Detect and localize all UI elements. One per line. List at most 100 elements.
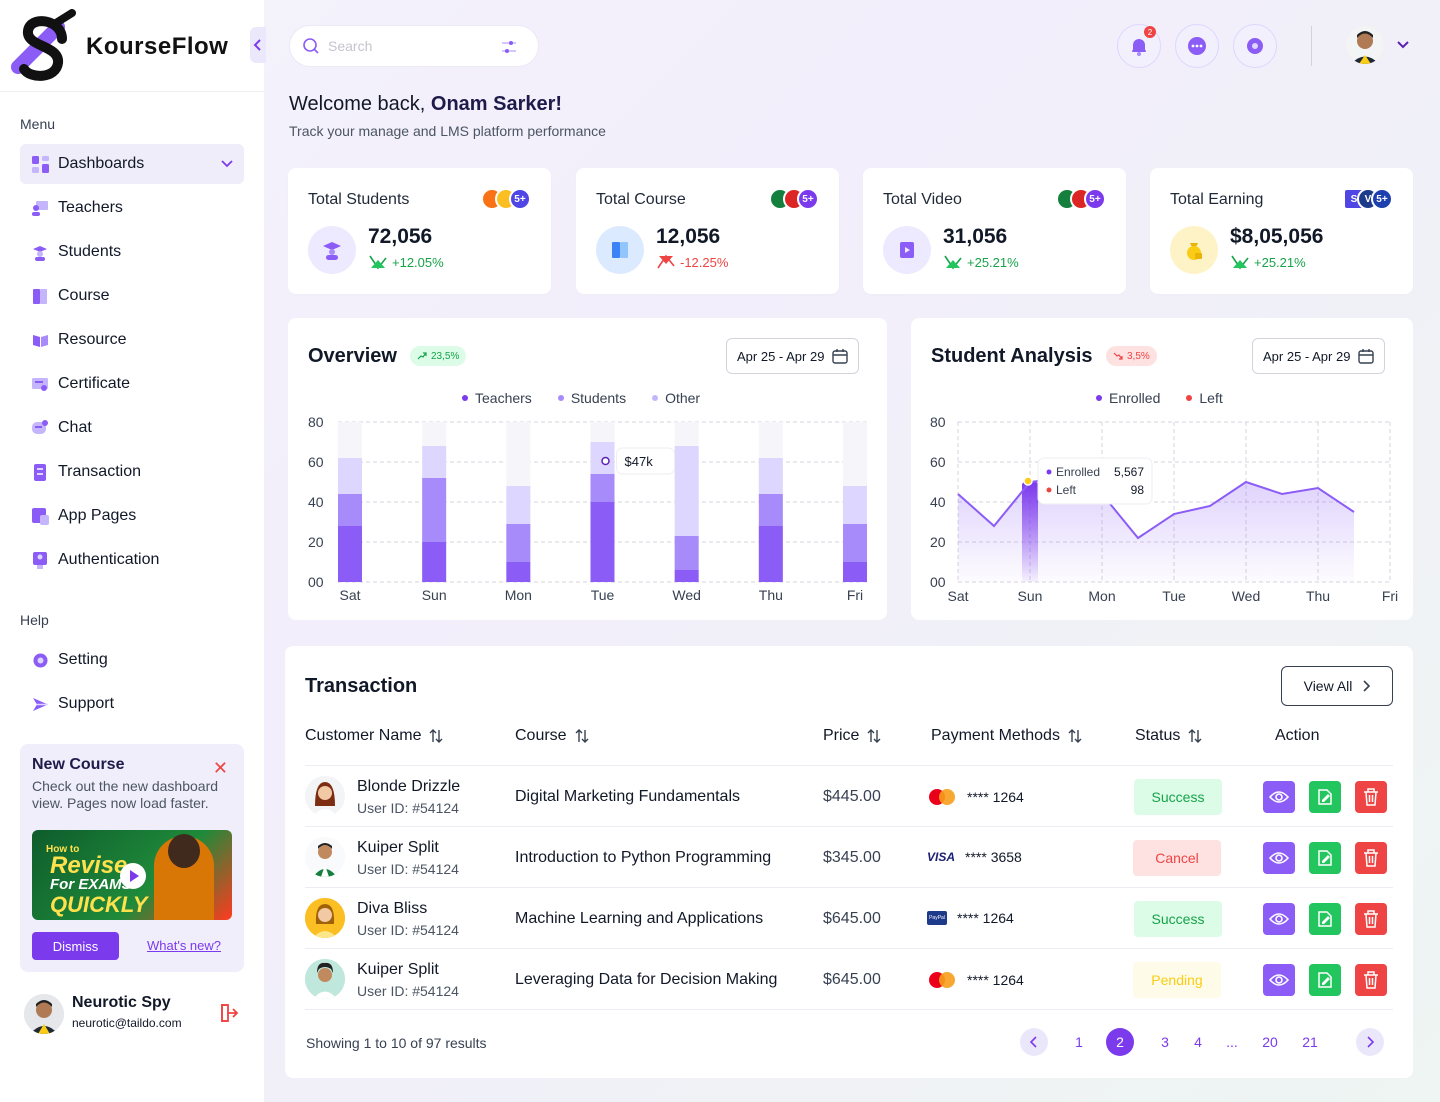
card-number: **** 1264 xyxy=(967,789,1024,805)
search-bar[interactable] xyxy=(289,25,539,67)
edit-button[interactable] xyxy=(1309,781,1341,813)
stat-title: Total Video xyxy=(883,191,962,208)
view-button[interactable] xyxy=(1263,781,1295,813)
delete-button[interactable] xyxy=(1355,842,1387,874)
column-header-price[interactable]: Price xyxy=(823,727,881,745)
delete-button[interactable] xyxy=(1355,781,1387,813)
sidebar-item-students[interactable]: Students xyxy=(20,232,244,272)
welcome-subtitle: Track your manage and LMS platform perfo… xyxy=(289,123,606,139)
gear-icon xyxy=(32,652,49,669)
student-analysis-date-picker[interactable]: Apr 25 - Apr 29 xyxy=(1252,338,1386,374)
edit-button[interactable] xyxy=(1309,842,1341,874)
edit-button[interactable] xyxy=(1309,964,1341,996)
column-header-status[interactable]: Status xyxy=(1135,727,1202,745)
bar-segment-teachers xyxy=(338,526,362,582)
bar-segment-students xyxy=(674,536,699,570)
close-icon[interactable]: ✕ xyxy=(212,758,228,778)
overview-date-picker[interactable]: Apr 25 - Apr 29 xyxy=(726,338,860,374)
overview-legend: Teachers Students Other xyxy=(462,390,700,406)
y-tick-label: 40 xyxy=(930,494,946,510)
current-user[interactable]: Neurotic Spy neurotic@taildo.com xyxy=(24,992,244,1036)
sidebar-item-app-pages[interactable]: App Pages xyxy=(20,496,244,536)
column-header-payment[interactable]: Payment Methods xyxy=(931,727,1082,745)
settings-button[interactable] xyxy=(1233,24,1277,68)
page-button[interactable]: 21 xyxy=(1302,1034,1318,1050)
play-icon[interactable] xyxy=(120,863,146,889)
page-button[interactable]: 4 xyxy=(1194,1034,1202,1050)
legend-item[interactable]: Teachers xyxy=(462,390,532,406)
page-button[interactable]: 20 xyxy=(1262,1034,1278,1050)
column-header-label: Status xyxy=(1135,727,1181,744)
stat-card-students[interactable]: Total Students 5+ 72,056 +12.05% xyxy=(288,168,551,294)
row-divider xyxy=(305,826,1393,827)
legend-item[interactable]: Students xyxy=(557,390,627,406)
column-header-customer[interactable]: Customer Name xyxy=(305,727,443,745)
legend-item[interactable]: Left xyxy=(1186,390,1223,406)
student-analysis-line-chart: 00 20 40 60 80 Sat Sun Mon Tue Wed Thu Fri Enrolled 5… xyxy=(930,414,1398,604)
visa-icon: VISA xyxy=(927,850,956,864)
delete-button[interactable] xyxy=(1355,903,1387,935)
sidebar-item-teachers[interactable]: Teachers xyxy=(20,188,244,228)
menu-label: Menu xyxy=(20,116,56,132)
sidebar-item-support[interactable]: Support xyxy=(20,684,244,724)
dismiss-button[interactable]: Dismiss xyxy=(32,932,119,960)
sidebar-item-course[interactable]: Course xyxy=(20,276,244,316)
legend-label: Other xyxy=(665,390,701,406)
view-button[interactable] xyxy=(1263,903,1295,935)
tooltip-box xyxy=(1037,457,1153,505)
avatar xyxy=(305,898,345,938)
avatar-stack: S V 5+ xyxy=(1343,188,1393,210)
promo-video-thumbnail[interactable]: How to Revise For EXAMS QUICKLY xyxy=(32,830,232,920)
brand[interactable]: KourseFlow xyxy=(10,8,228,86)
video-text: How to xyxy=(46,844,80,855)
stat-card-earning[interactable]: Total Earning S V 5+ $8,05,056 +25.21% xyxy=(1150,168,1413,294)
profile-avatar[interactable] xyxy=(1346,26,1384,64)
customer-id: User ID: #54124 xyxy=(357,922,459,938)
notification-button[interactable]: 2 xyxy=(1117,24,1161,68)
search-input[interactable] xyxy=(328,38,488,54)
filter-icon[interactable] xyxy=(500,38,518,56)
sidebar-item-setting[interactable]: Setting xyxy=(20,640,244,680)
student-analysis-change-badge: 3,5% xyxy=(1106,346,1157,366)
view-all-button[interactable]: View All xyxy=(1281,666,1393,706)
legend-item[interactable]: Other xyxy=(652,390,700,406)
promo-text: Check out the new dashboard view. Pages … xyxy=(32,778,219,811)
sidebar-item-chat[interactable]: Chat xyxy=(20,408,244,448)
collapse-sidebar-button[interactable] xyxy=(250,27,266,63)
sidebar-item-resource[interactable]: Resource xyxy=(20,320,244,360)
messages-button[interactable] xyxy=(1175,24,1219,68)
logout-icon[interactable] xyxy=(218,1002,240,1024)
legend-label: Students xyxy=(570,390,627,406)
view-button[interactable] xyxy=(1263,964,1295,996)
page-button[interactable]: 1 xyxy=(1075,1034,1083,1050)
view-button[interactable] xyxy=(1263,842,1295,874)
eye-icon xyxy=(1269,852,1289,864)
stat-card-course[interactable]: Total Course 5+ 12,056 -12.25% xyxy=(576,168,839,294)
page-button[interactable]: 3 xyxy=(1161,1034,1169,1050)
chevron-down-icon[interactable] xyxy=(1396,38,1410,52)
sidebar-item-transaction[interactable]: Transaction xyxy=(20,452,244,492)
x-tick-label: Sun xyxy=(422,587,447,603)
new-course-promo: New Course ✕ Check out the new dashboard… xyxy=(20,744,244,972)
prev-page-button[interactable] xyxy=(1020,1028,1048,1056)
trend-up-icon xyxy=(944,255,962,270)
legend-item[interactable]: Enrolled xyxy=(1096,390,1160,406)
edit-button[interactable] xyxy=(1309,903,1341,935)
next-page-button[interactable] xyxy=(1356,1028,1384,1056)
y-tick-label: 20 xyxy=(930,534,946,550)
user-email: neurotic@taildo.com xyxy=(72,1016,182,1030)
sidebar-item-authentication[interactable]: Authentication xyxy=(20,540,244,580)
avatar xyxy=(305,837,345,877)
mastercard-icon xyxy=(929,789,955,805)
whats-new-link[interactable]: What's new? xyxy=(147,938,222,953)
transaction-card xyxy=(285,646,1413,1078)
sidebar-item-dashboards[interactable]: Dashboards xyxy=(20,144,244,184)
chevron-left-icon xyxy=(1030,1036,1037,1048)
sidebar-item-certificate[interactable]: Certificate xyxy=(20,364,244,404)
page-button-current[interactable]: 2 xyxy=(1106,1028,1134,1056)
column-header-course[interactable]: Course xyxy=(515,727,589,745)
course-name: Digital Marketing Fundamentals xyxy=(515,788,740,805)
delete-button[interactable] xyxy=(1355,964,1387,996)
stat-card-video[interactable]: Total Video 5+ 31,056 +25.21% xyxy=(863,168,1126,294)
legend-dot xyxy=(1096,395,1102,401)
